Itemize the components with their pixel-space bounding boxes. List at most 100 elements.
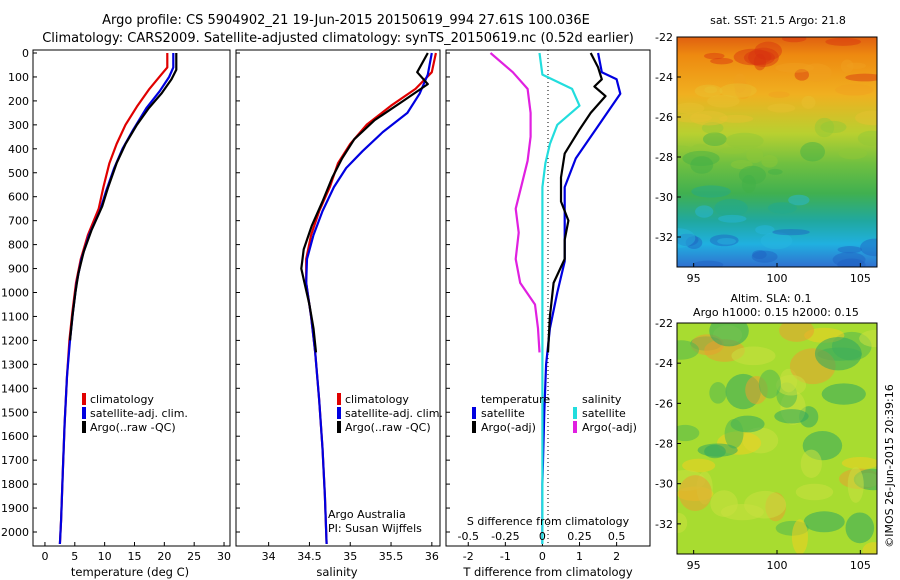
temperature-legend: climatology satellite-adj. clim. Argo(..…: [82, 393, 188, 434]
depth-tick-label: 1500: [1, 406, 29, 419]
legend-header-temperature: temperature: [481, 393, 550, 406]
map-y-tick-label: -26: [655, 111, 673, 124]
sst-texture: [752, 250, 767, 260]
depth-tick-label: 100: [8, 71, 29, 84]
salinity-series: [300, 52, 437, 545]
sst-texture: [719, 83, 757, 98]
annotation-argo-australia: Argo Australia: [328, 508, 406, 521]
depth-tick-label: 1400: [1, 382, 29, 395]
x-tick-label: 0: [539, 550, 546, 563]
sst-texture: [801, 95, 816, 109]
x-tick-label: 36: [425, 550, 439, 563]
legend-argo: Argo(..raw -QC): [90, 421, 176, 434]
sst-texture: [835, 84, 874, 96]
sst-texture: [677, 102, 705, 114]
map-y-tick-label: -24: [655, 71, 673, 84]
depth-tick-label: 200: [8, 95, 29, 108]
sst-texture: [720, 147, 746, 155]
credit-text: ©IMOS 26-Jun-2015 20:39:16: [883, 384, 896, 548]
depth-tick-label: 1000: [1, 287, 29, 300]
legend-swatch-climatology: [82, 393, 86, 405]
header-line-2: Climatology: CARS2009. Satellite-adjuste…: [42, 31, 634, 46]
legend-temp-satellite: satellite: [481, 407, 525, 420]
map-x-tick-label: 95: [687, 559, 701, 572]
salinity-x-axis: 34 34.5 35 35.5 36: [262, 542, 439, 563]
difference-series: [489, 52, 622, 544]
sst-texture: [825, 37, 861, 46]
legend-swatch-temp-satellite: [472, 407, 476, 419]
sla-texture: [724, 419, 744, 449]
depth-tick-label: 500: [8, 167, 29, 180]
sla-texture: [697, 443, 738, 457]
x-tick-label: 34.5: [297, 550, 322, 563]
sst-texture: [855, 110, 877, 126]
sst-texture: [738, 165, 766, 185]
x-tick-label: 34: [262, 550, 276, 563]
sla-texture: [862, 542, 877, 554]
s-diff-tick-label: -0.5: [458, 530, 479, 543]
s-diff-tick-label: 0: [539, 530, 546, 543]
x-tick-label: 15: [127, 550, 141, 563]
sst-texture: [753, 53, 767, 71]
legend-swatch-sal-satellite: [573, 407, 577, 419]
sst-texture: [685, 236, 703, 250]
sla-texture: [677, 340, 700, 360]
legend-argo: Argo(..raw -QC): [345, 421, 431, 434]
sst-texture: [694, 84, 723, 98]
sst-texture: [702, 132, 727, 147]
series-line-argo-raw-qc-: [300, 52, 429, 353]
legend-swatch-climatology: [337, 393, 341, 405]
map-x-tick-label: 100: [767, 272, 788, 285]
sst-texture: [788, 194, 810, 206]
sla-texture: [814, 336, 862, 371]
legend-swatch-satellite: [337, 407, 341, 419]
x-tick-label: 2: [613, 550, 620, 563]
legend-sal-satellite: satellite: [582, 407, 626, 420]
sst-texture: [690, 156, 714, 174]
map-x-tick-label: 105: [850, 272, 871, 285]
salinity-plot-frame: [235, 49, 441, 547]
sst-texture: [701, 122, 724, 134]
sst-texture: [733, 73, 747, 93]
sla-texture: [800, 449, 822, 479]
sst-texture: [832, 252, 866, 267]
map-y-tick-label: -30: [655, 478, 673, 491]
sla-texture: [709, 323, 749, 347]
depth-tick-label: 1700: [1, 454, 29, 467]
legend-temp-argo: Argo(-adj): [481, 421, 536, 434]
x-tick-label: 30: [217, 550, 231, 563]
difference-x-label: T difference from climatology: [462, 565, 633, 579]
sst-texture: [837, 258, 866, 267]
x-tick-label: 20: [157, 550, 171, 563]
series-line-salinity-satellite: [538, 52, 581, 544]
legend-header-salinity: salinity: [582, 393, 622, 406]
sla-map-panel: Altim. SLA: 0.1 Argo h1000: 0.15 h2000: …: [655, 292, 878, 572]
x-tick-label: 25: [187, 550, 201, 563]
sst-texture: [707, 94, 740, 108]
sst-texture: [741, 174, 756, 194]
x-tick-label: 10: [98, 550, 112, 563]
sst-texture: [725, 132, 764, 149]
sst-texture: [677, 233, 699, 247]
s-diff-tick-label: -0.25: [491, 530, 519, 543]
depth-tick-label: 300: [8, 119, 29, 132]
depth-tick-label: 1100: [1, 310, 29, 323]
sla-map-title-2: Argo h1000: 0.15 h2000: 0.15: [693, 306, 859, 319]
depth-tick-label: 1900: [1, 502, 29, 515]
difference-legend: temperature salinity satellite Argo(-adj…: [472, 393, 637, 434]
sla-map-title-1: Altim. SLA: 0.1: [730, 292, 811, 305]
temperature-x-label: temperature (deg C): [71, 565, 189, 579]
sst-texture: [781, 37, 807, 43]
sst-texture: [677, 228, 696, 249]
map-y-tick-label: -24: [655, 357, 673, 370]
legend-swatch-sal-argo: [573, 421, 577, 433]
s-diff-tick-label: 0.25: [567, 530, 592, 543]
map-x-tick-label: 95: [687, 272, 701, 285]
depth-tick-label: 400: [8, 143, 29, 156]
temperature-depth-axis: 0 100 200 300 400 500 600 700 800 900 1000 1100 1200…: [1, 47, 37, 539]
x-tick-label: 5: [71, 550, 78, 563]
sst-texture: [751, 250, 778, 263]
sst-texture: [730, 160, 753, 170]
map-y-tick-label: -28: [655, 151, 673, 164]
legend-swatch-argo: [82, 421, 86, 433]
